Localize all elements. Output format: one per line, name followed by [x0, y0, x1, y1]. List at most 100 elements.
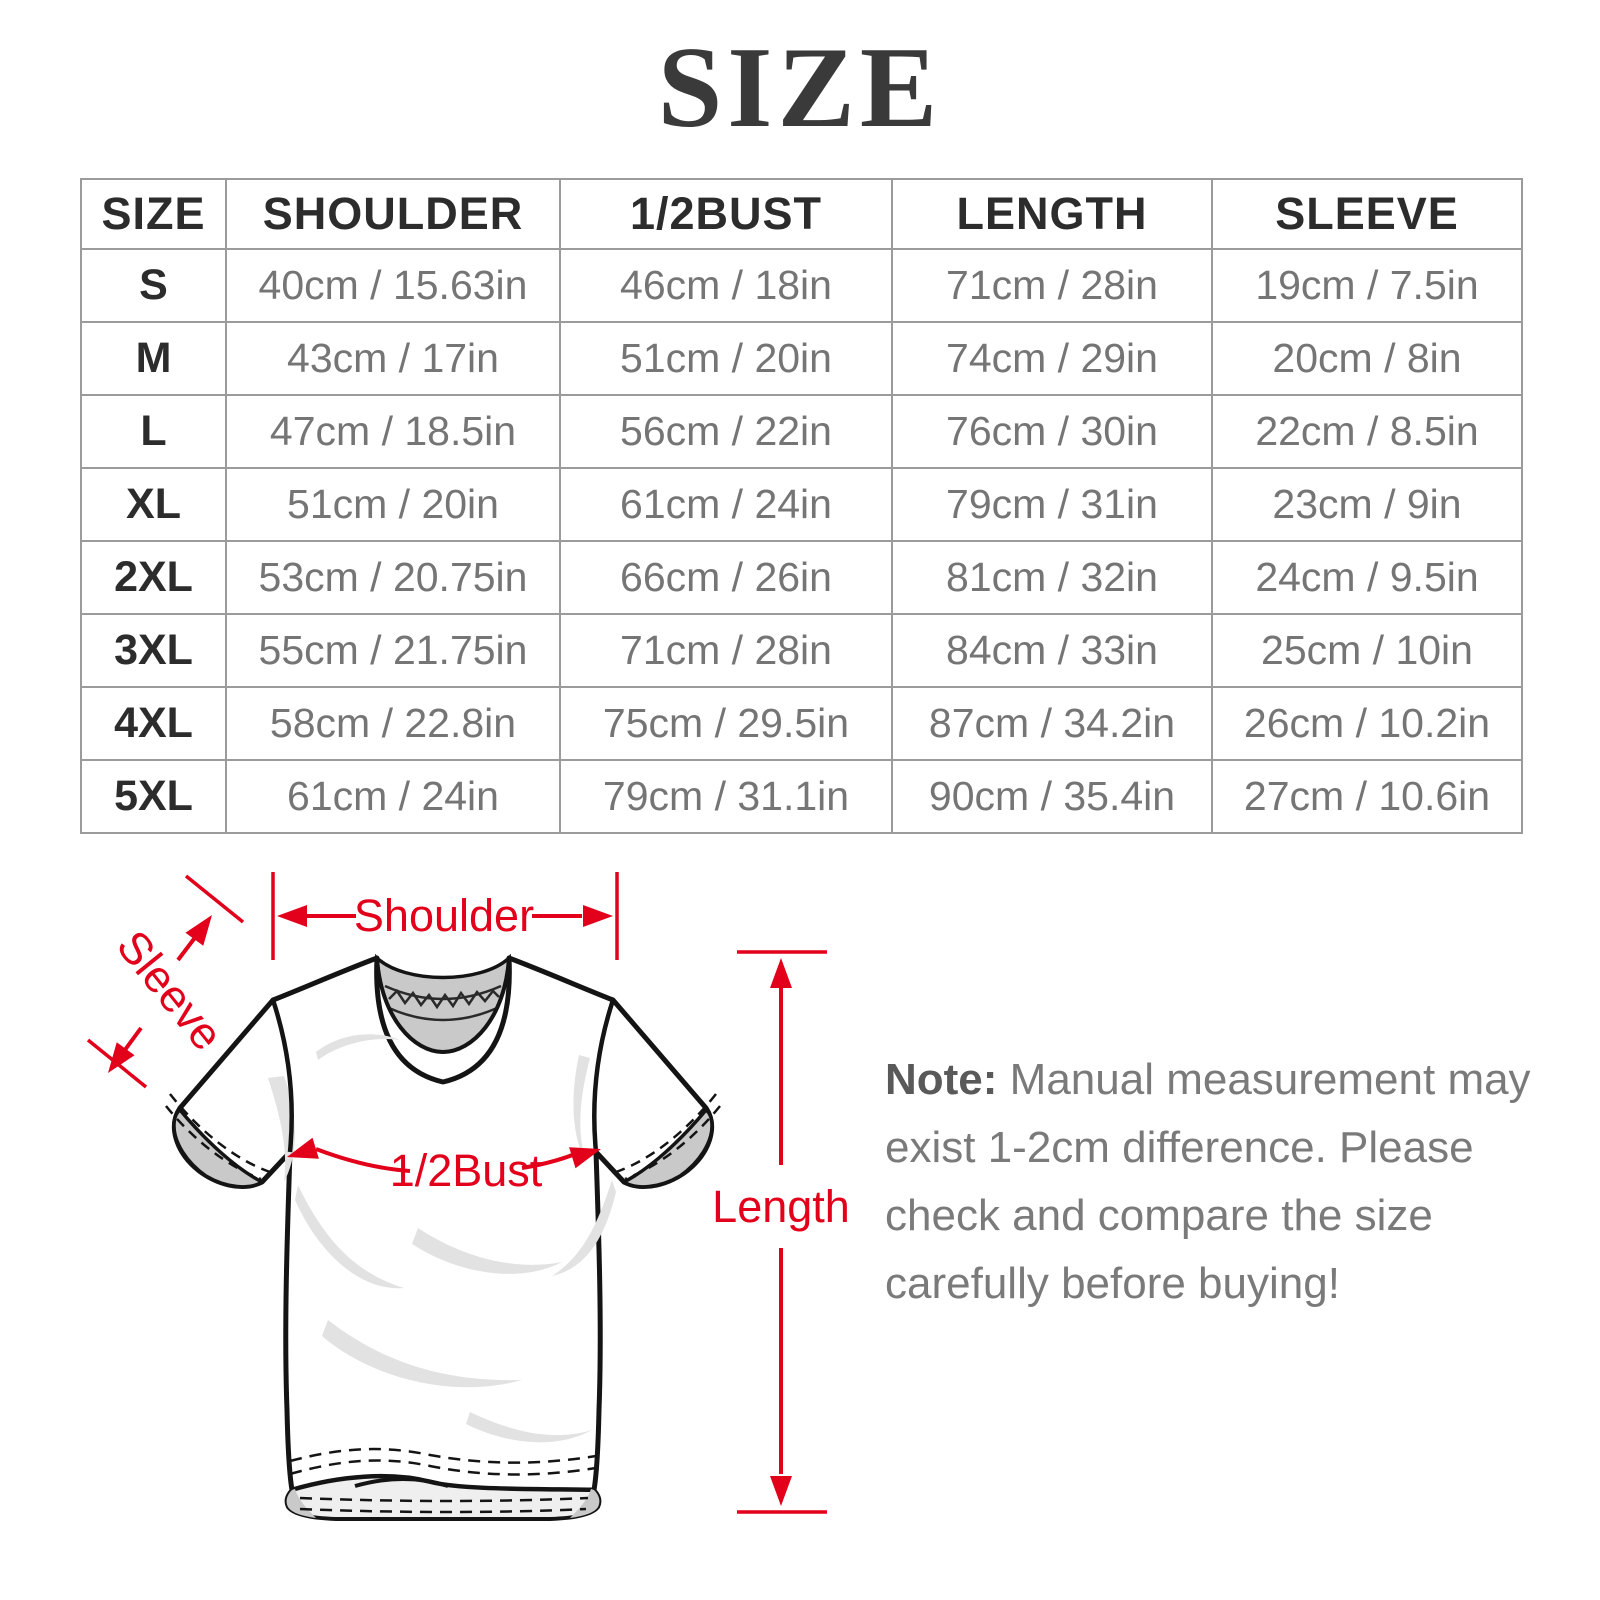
left-sleeve-cuff	[165, 1093, 271, 1189]
size-chart-table: SIZE SHOULDER 1/2BUST LENGTH SLEEVE S 40c…	[80, 178, 1523, 834]
table-row: 4XL 58cm / 22.8in 75cm / 29.5in 87cm / 34.2…	[80, 686, 1523, 761]
measurement-cell: 58cm / 22.8in	[225, 686, 561, 761]
collar	[374, 953, 512, 1055]
measurement-cell: 53cm / 20.75in	[225, 540, 561, 615]
measurement-cell: 27cm / 10.6in	[1211, 759, 1523, 834]
note-prefix: Note:	[885, 1055, 998, 1104]
size-cell: 2XL	[80, 540, 227, 615]
measurement-cell: 79cm / 31.1in	[559, 759, 893, 834]
measurement-cell: 81cm / 32in	[891, 540, 1213, 615]
measurement-cell: 19cm / 7.5in	[1211, 248, 1523, 323]
shoulder-label: Shoulder	[354, 890, 534, 941]
measurement-cell: 84cm / 33in	[891, 613, 1213, 688]
length-arrowhead-bottom	[770, 1476, 792, 1506]
right-cuff-stitch-inner	[624, 1105, 721, 1181]
left-cuff-face	[172, 1107, 266, 1189]
measurement-cell: 56cm / 22in	[559, 394, 893, 469]
hem-stitch-row2a	[299, 1496, 589, 1503]
measurement-cell: 47cm / 18.5in	[225, 394, 561, 469]
left-cuff-stitch-inner	[165, 1105, 262, 1181]
hem-stitch-row1b	[289, 1447, 597, 1464]
measurement-cell: 23cm / 9in	[1211, 467, 1523, 542]
right-sleeve-cuff	[615, 1093, 721, 1189]
page-title: SIZE	[657, 24, 943, 152]
measurement-cell: 71cm / 28in	[559, 613, 893, 688]
measurement-cell: 22cm / 8.5in	[1211, 394, 1523, 469]
sleeve-tick-top	[184, 874, 245, 924]
table-row: 3XL 55cm / 21.75in 71cm / 28in 84cm / 33in 2…	[80, 613, 1523, 688]
half-bust-arrowhead-left	[287, 1137, 319, 1159]
size-cell: 3XL	[80, 613, 227, 688]
shoulder-arrowhead-right	[583, 905, 613, 927]
measurement-cell: 71cm / 28in	[891, 248, 1213, 323]
half-bust-arrowhead-right	[569, 1147, 601, 1169]
length-annotation: Length	[712, 950, 850, 1514]
size-cell: S	[80, 248, 227, 323]
length-label: Length	[712, 1181, 850, 1232]
column-header-halfbust: 1/2BUST	[559, 178, 893, 250]
left-armhole-seam	[270, 999, 294, 1153]
fabric-wrinkles	[268, 1034, 616, 1443]
half-bust-annotation: 1/2Bust	[287, 1137, 601, 1196]
column-header-length: LENGTH	[891, 178, 1213, 250]
hem-band-left-shadow	[286, 1489, 316, 1518]
measurement-cell: 40cm / 15.63in	[225, 248, 561, 323]
table-header: SIZE SHOULDER 1/2BUST LENGTH SLEEVE	[80, 178, 1523, 250]
table-row: S 40cm / 15.63in 46cm / 18in 71cm / 28in 19c…	[80, 248, 1523, 323]
measurement-cell: 24cm / 9.5in	[1211, 540, 1523, 615]
note-line: exist 1-2cm difference. Please	[885, 1123, 1474, 1172]
column-header-shoulder: SHOULDER	[225, 178, 561, 250]
right-armhole-seam	[592, 999, 616, 1153]
note-line: check and compare the size	[885, 1191, 1433, 1240]
hem-stitch-row1a	[289, 1459, 597, 1476]
table-row: L 47cm / 18.5in 56cm / 22in 76cm / 30in 22cm…	[80, 394, 1523, 469]
collar-back-neck	[374, 953, 512, 1054]
half-bust-shaft-left	[315, 1147, 411, 1173]
measurement-cell: 75cm / 29.5in	[559, 686, 893, 761]
size-cell: M	[80, 321, 227, 396]
measurement-note: Note: Manual measurement may exist 1-2cm…	[885, 1046, 1531, 1318]
measurement-cell: 51cm / 20in	[225, 467, 561, 542]
table-row: M 43cm / 17in 51cm / 20in 74cm / 29in 20cm /…	[80, 321, 1523, 396]
measurement-cell: 20cm / 8in	[1211, 321, 1523, 396]
table-row: XL 51cm / 20in 61cm / 24in 79cm / 31in 23cm …	[80, 467, 1523, 542]
size-table-body: S 40cm / 15.63in 46cm / 18in 71cm / 28in 19c…	[80, 248, 1523, 834]
collar-band-inner-edge	[375, 957, 511, 1055]
measurement-cell: 61cm / 24in	[559, 467, 893, 542]
hem	[284, 1447, 602, 1521]
measurement-cell: 74cm / 29in	[891, 321, 1213, 396]
hem-stitch-row2b	[299, 1507, 587, 1514]
measurement-cell: 51cm / 20in	[559, 321, 893, 396]
left-cuff-stitch-outer	[169, 1093, 271, 1174]
length-arrowhead-top	[770, 958, 792, 988]
note-line: carefully before buying!	[885, 1259, 1340, 1308]
tshirt-illustration	[165, 953, 721, 1521]
sleeve-annotation: Sleeve	[86, 874, 245, 1089]
sleeve-arrowhead-top	[185, 915, 212, 946]
note-line: Note: Manual measurement may	[885, 1046, 1531, 1114]
shoulder-arrowhead-left	[277, 905, 307, 927]
hem-fold-line	[354, 1476, 449, 1488]
size-cell: 4XL	[80, 686, 227, 761]
measurement-cell: 79cm / 31in	[891, 467, 1213, 542]
collar-stitch-line-bottom	[388, 1006, 498, 1022]
shoulder-annotation: Shoulder	[271, 872, 619, 960]
size-cell: XL	[80, 467, 227, 542]
size-cell: 5XL	[80, 759, 227, 834]
measurement-cell: 90cm / 35.4in	[891, 759, 1213, 834]
sleeve-arrowhead-bottom	[108, 1042, 135, 1073]
measurement-cell: 61cm / 24in	[225, 759, 561, 834]
column-header-size: SIZE	[80, 178, 227, 250]
measurement-cell: 46cm / 18in	[559, 248, 893, 323]
measurement-cell: 25cm / 10in	[1211, 613, 1523, 688]
measurement-cell: 55cm / 21.75in	[225, 613, 561, 688]
header-row: SIZE SHOULDER 1/2BUST LENGTH SLEEVE	[80, 178, 1523, 250]
sleeve-label: Sleeve	[107, 921, 233, 1060]
measurement-cell: 26cm / 10.2in	[1211, 686, 1523, 761]
measurement-cell: 76cm / 30in	[891, 394, 1213, 469]
half-bust-label: 1/2Bust	[390, 1145, 543, 1196]
table-row: 5XL 61cm / 24in 79cm / 31.1in 90cm / 35.4in…	[80, 759, 1523, 834]
hem-band-right-shadow	[570, 1489, 600, 1518]
